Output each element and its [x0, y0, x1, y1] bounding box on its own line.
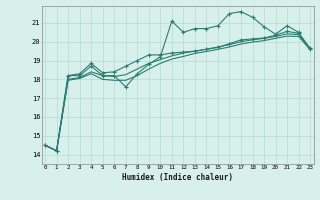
- X-axis label: Humidex (Indice chaleur): Humidex (Indice chaleur): [122, 173, 233, 182]
